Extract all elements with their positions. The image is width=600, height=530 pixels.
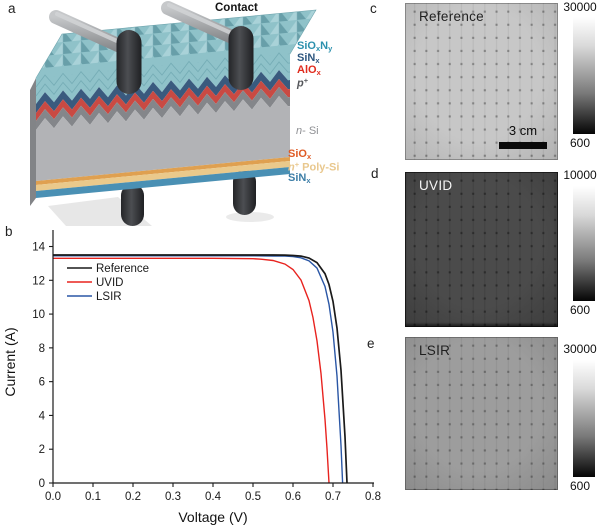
y-tick-label: 2: [39, 444, 45, 456]
y-tick-label: 14: [32, 242, 45, 254]
rear-contact-pegs: [121, 170, 256, 226]
pl-label-uvid: UVID: [419, 178, 453, 193]
layer-label-sinx: SiNx: [297, 52, 320, 65]
x-tick-label: 0.8: [365, 491, 381, 503]
measurement-grid: [405, 3, 558, 160]
x-tick-label: 0.1: [85, 491, 101, 503]
panel-label-e: e: [367, 336, 375, 351]
colorbar-e-max: 30000: [563, 342, 597, 356]
y-tick-label: 12: [32, 275, 45, 287]
layer-label-sioxny: SiOxNy: [297, 40, 333, 53]
colorbar-c-min: 600: [569, 136, 591, 150]
colorbar-d: [573, 186, 595, 301]
solar-cell-3d-diagram: [30, 1, 317, 226]
scale-bar: [499, 142, 547, 149]
x-tick-label: 0.6: [285, 491, 301, 503]
layer-label-alox: AlOx: [297, 64, 321, 77]
layer-label-n-poly-si: n+ Poly-Si: [288, 160, 340, 174]
curve-uvid: [53, 257, 330, 484]
pl-image-lsir: LSIR: [405, 337, 558, 490]
pl-label-lsir: LSIR: [419, 343, 451, 358]
contact-front-capsules: [116, 26, 254, 94]
measurement-grid: [405, 337, 558, 490]
iv-curve-plot: 0 2 4 6 8 10 12 14 0.0 0.1 0.2 0.3 0.4 0.5 0.6 0.7 0.8 R…: [2, 230, 381, 525]
x-tick-label: 0.7: [325, 491, 341, 503]
colorbar-c-max: 30000: [563, 0, 597, 14]
panel-label-b: b: [5, 224, 13, 239]
y-axis-title: Current (A): [2, 327, 18, 396]
peg-shadow: [226, 212, 274, 222]
y-tick-label: 6: [39, 377, 45, 389]
curve-reference: [53, 254, 348, 484]
layer-label-sinx-rear: SiNx: [288, 172, 311, 185]
y-tick-label: 10: [32, 309, 45, 321]
y-tick-label: 0: [39, 478, 45, 490]
x-tick-label: 0.5: [245, 491, 261, 503]
legend-label: UVID: [96, 277, 123, 289]
scale-bar-label: 3 cm: [508, 123, 538, 138]
colorbar-c: [573, 17, 595, 134]
layer-label-p-plus: p+: [297, 76, 309, 90]
layer-label-siox: SiOx: [288, 148, 312, 161]
layer-label-n-si: n- Si: [296, 125, 319, 137]
legend-label: LSIR: [96, 291, 122, 303]
colorbar-d-min: 600: [569, 303, 591, 317]
x-tick-label: 0.4: [205, 491, 222, 503]
x-tick-label: 0.2: [125, 491, 141, 503]
curve-lsir: [53, 255, 344, 484]
colorbar-e: [573, 360, 595, 477]
pl-label-reference: Reference: [419, 9, 484, 24]
n-si-bulk: [36, 96, 290, 181]
legend-label: Reference: [96, 263, 149, 275]
x-axis-title: Voltage (V): [178, 509, 247, 525]
panel-label-a: a: [8, 1, 16, 16]
x-tick-label: 0.0: [45, 491, 61, 503]
panel-a-schematic: Contact SiOxNy SiNx AlOx p+ n- Si SiOx n…: [0, 0, 375, 228]
x-tick-label: 0.3: [165, 491, 181, 503]
colorbar-e-min: 600: [569, 479, 591, 493]
contact-annotation: Contact: [215, 2, 258, 14]
y-tick-label: 4: [39, 410, 46, 422]
colorbar-d-max: 10000: [563, 168, 597, 182]
panel-b-iv-chart: 0 2 4 6 8 10 12 14 0.0 0.1 0.2 0.3 0.4 0.5 0.6 0.7 0.8 R…: [0, 222, 390, 530]
measurement-grid: [405, 172, 558, 327]
panel-label-d: d: [371, 166, 379, 181]
pl-image-uvid: UVID: [405, 172, 558, 327]
y-tick-label: 8: [39, 343, 45, 355]
rear-layer-stack: [36, 157, 290, 198]
pl-image-reference: Reference 3 cm: [405, 3, 558, 160]
panel-label-c: c: [370, 1, 377, 16]
left-side-face: [30, 78, 36, 206]
